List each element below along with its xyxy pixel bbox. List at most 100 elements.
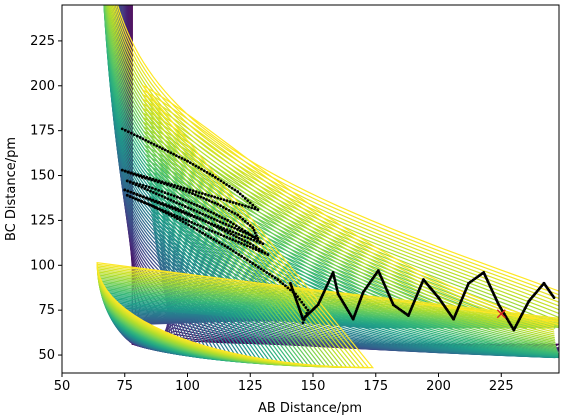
trajectory-point [187,223,191,227]
trajectory-point [193,214,196,218]
trajectory-point [215,219,219,222]
trajectory-point [205,198,208,201]
trajectory-point [263,251,267,255]
trajectory-point [246,199,250,203]
contour-line [97,5,559,368]
trajectory-point [138,174,141,178]
trajectory-point [204,192,207,196]
trajectory-point [159,208,163,212]
x-tick-label: 75 [116,379,133,394]
trajectory-point [160,190,164,193]
trajectory-point [158,145,162,149]
trajectory-point [175,186,179,190]
trajectory-point [190,201,193,205]
trajectory-point [233,226,236,230]
trajectory-point [243,229,247,233]
trajectory-point [243,243,246,247]
trajectory-point [222,198,226,202]
trajectory-point [172,194,176,198]
trajectory-point [223,217,227,221]
trajectory-point [240,203,244,207]
trajectory-point [170,205,174,209]
trajectory-point [149,141,153,145]
trajectory-point [217,214,221,218]
trajectory-point [278,280,282,284]
trajectory-point [268,272,271,276]
trajectory-point [246,231,250,235]
x-tick-label: 225 [489,379,514,394]
trajectory-point [201,206,204,210]
trajectory-point [123,128,127,132]
y-axis-ticks: 50 75 100 125 150 175 200 225 [30,34,62,363]
trajectory-point [232,233,235,237]
trajectory-point [228,229,232,233]
trajectory-point [195,210,199,213]
trajectory-point [201,218,205,222]
trajectory-dots [120,127,556,332]
trajectory-point [236,228,239,231]
trajectory-point [157,200,161,204]
trajectory-point [212,217,216,221]
trajectory-point [181,220,185,224]
trajectory-point [139,199,143,203]
trajectory-point [300,300,304,304]
trajectory-point [128,195,132,198]
trajectory-point [229,232,233,236]
trajectory-point [161,147,164,151]
trajectory-point [253,236,257,240]
trajectory-point [131,196,135,200]
trajectory-point [252,238,256,242]
trajectory-point [207,199,211,203]
trajectory-point [137,198,140,202]
trajectory-point [251,262,255,265]
trajectory-point [304,306,308,309]
trajectory-point [230,210,234,214]
contour-line [96,5,559,369]
trajectory-point [154,192,158,196]
trajectory-point [167,213,171,216]
trajectory-point [183,205,187,208]
trajectory-point [172,213,176,217]
trajectory-point [210,200,214,204]
trajectory-point [197,191,201,194]
trajectory-point [306,308,310,312]
trajectory-point [196,223,199,227]
trajectory-point [143,187,147,190]
trajectory-point [241,217,245,221]
trajectory-point [166,183,169,186]
trajectory-point [223,229,227,233]
trajectory-point [213,175,217,179]
trajectory-point [180,156,184,160]
trajectory-point [243,235,247,239]
trajectory-point [200,192,204,195]
trajectory-point [140,175,144,179]
trajectory-point [301,321,305,325]
trajectory-point [176,195,179,199]
trajectory-point [186,159,189,163]
trajectory-point [237,253,241,256]
trajectory-point [187,219,191,223]
trajectory-point [157,188,161,192]
trajectory-point [202,196,206,200]
trajectory-point [164,211,168,215]
trajectory-point [185,187,189,191]
trajectory-point [150,178,154,182]
trajectory-point [205,170,209,174]
trajectory-point [141,184,145,187]
trajectory-point [132,172,136,176]
trajectory-point [198,211,202,215]
trajectory-point [209,210,213,214]
trajectory-point [194,190,198,194]
trajectory-point [125,179,129,183]
trajectory-point [144,176,147,180]
y-tick-label: 175 [30,124,55,139]
trajectory-point [188,188,192,192]
trajectory-point [188,161,192,165]
trajectory-point [231,201,235,204]
trajectory-point [204,227,208,231]
trajectory-point [231,230,235,234]
trajectory-point [178,218,182,222]
trajectory-point [228,237,232,240]
trajectory-point [220,242,224,246]
trajectory-point [156,207,160,211]
